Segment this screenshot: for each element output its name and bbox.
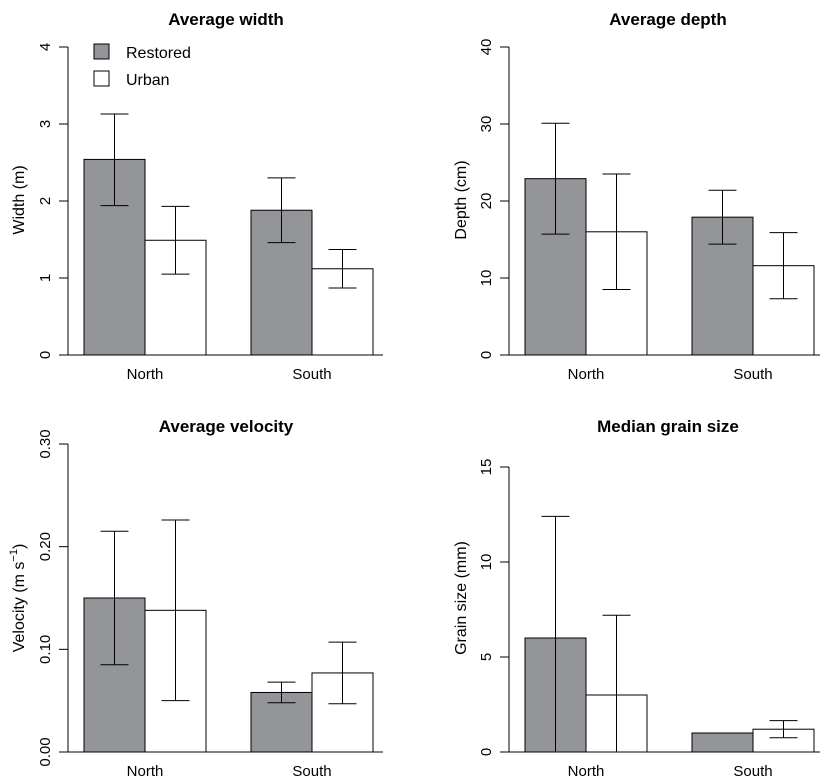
y-axis-title-end: ) xyxy=(11,544,28,549)
y-axis-title-main: Velocity (m s xyxy=(11,562,28,653)
legend-swatch-restored xyxy=(93,43,110,60)
y-tick-label: 1 xyxy=(37,274,54,282)
bar-restored-south xyxy=(691,732,754,753)
y-tick-label: 5 xyxy=(478,653,495,661)
legend-label-urban: Urban xyxy=(126,72,170,89)
x-category-label: North xyxy=(127,366,164,383)
y-tick-label: 30 xyxy=(478,116,495,133)
panel-title: Average depth xyxy=(609,10,726,29)
y-tick-label: 2 xyxy=(37,197,54,205)
y-tick-label: 0.10 xyxy=(37,635,54,664)
panel-title: Average velocity xyxy=(159,417,294,436)
y-tick-label: 20 xyxy=(478,193,495,210)
x-category-label: North xyxy=(127,763,164,780)
y-tick-label: 10 xyxy=(478,270,495,287)
panel-title: Median grain size xyxy=(597,417,739,436)
x-category-label: South xyxy=(292,763,331,780)
y-tick-label: 0.20 xyxy=(37,532,54,561)
y-tick-label: 0 xyxy=(37,351,54,359)
x-category-label: South xyxy=(733,763,772,780)
y-tick-label: 0 xyxy=(478,748,495,756)
y-tick-label: 4 xyxy=(37,43,54,51)
y-axis-title: Grain size (mm) xyxy=(453,541,470,655)
y-tick-label: 3 xyxy=(37,120,54,128)
panel-median-grain-size: Median grain size Grain size (mm) 0 5 10 15… xyxy=(453,417,820,780)
y-tick-label: 10 xyxy=(478,554,495,571)
x-category-label: South xyxy=(292,366,331,383)
y-tick-label: 0.00 xyxy=(37,737,54,766)
y-tick-label: 0 xyxy=(478,351,495,359)
panel-average-velocity: Average velocity Velocity (m s−1) 0.00 0.… xyxy=(8,417,383,780)
panel-average-width: Average width Width (m) Restored Urban 0… xyxy=(11,10,383,383)
legend-label-restored: Restored xyxy=(126,45,191,62)
y-axis-title: Width (m) xyxy=(11,165,28,234)
legend: Restored Urban xyxy=(93,43,191,89)
y-tick-label: 0.30 xyxy=(37,429,54,458)
panel-title: Average width xyxy=(168,10,284,29)
x-category-label: North xyxy=(568,763,605,780)
y-tick-label: 40 xyxy=(478,39,495,56)
y-tick-label: 15 xyxy=(478,459,495,476)
y-axis-title: Velocity (m s−1) xyxy=(8,544,28,653)
x-category-label: South xyxy=(733,366,772,383)
y-axis-title: Depth (cm) xyxy=(453,160,470,239)
panel-average-depth: Average depth Depth (cm) 0 10 20 30 40 North S… xyxy=(453,10,820,383)
legend-swatch-urban xyxy=(93,70,110,87)
y-axis-title-superscript: −1 xyxy=(8,549,20,562)
x-category-label: North xyxy=(568,366,605,383)
